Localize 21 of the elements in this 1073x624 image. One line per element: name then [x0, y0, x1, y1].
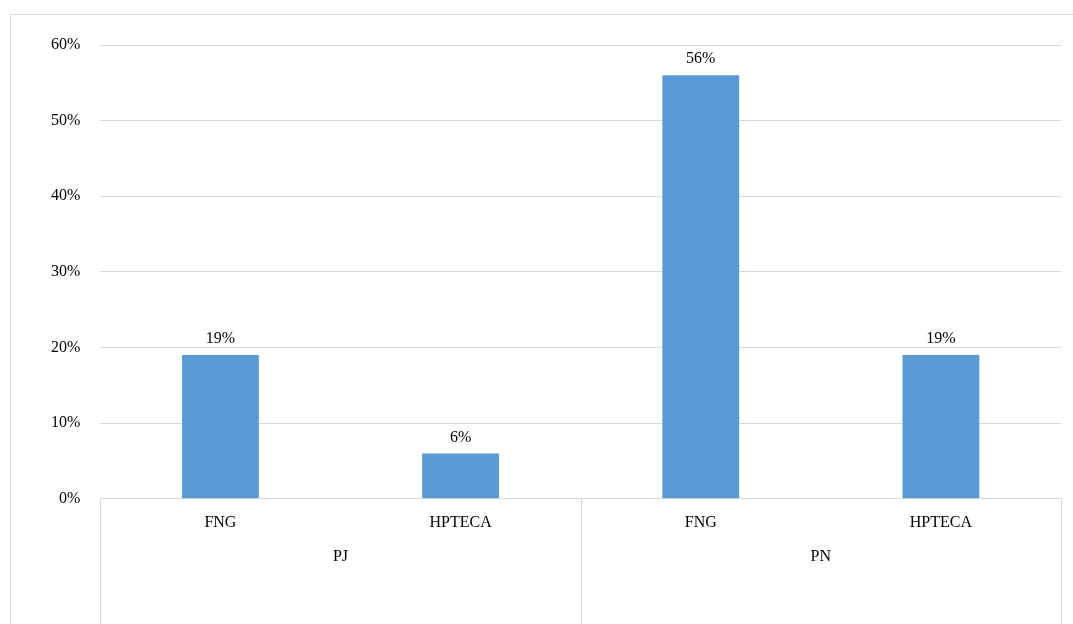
data-label: 19% [926, 329, 956, 347]
x-tick-label: HPTECA [429, 512, 493, 530]
text: PJ [332, 547, 349, 564]
y-tick-label: 30% [51, 262, 81, 280]
x-tick-label: HPTECA [909, 512, 973, 530]
y-tick-label: 10% [51, 413, 81, 431]
bar [902, 355, 980, 499]
bar [422, 453, 500, 499]
x-tick-label: FNG [684, 512, 718, 530]
y-tick-label: 50% [51, 110, 81, 128]
data-label: 19% [205, 329, 236, 347]
bar [662, 75, 740, 499]
x-tick-label: FNG [204, 512, 237, 530]
bar [181, 355, 259, 499]
data-label: 6% [449, 427, 472, 445]
y-tick-label: 0% [59, 489, 81, 506]
y-tick-label: 60% [51, 35, 81, 53]
y-tick-label: 40% [51, 186, 81, 204]
data-label: 56% [686, 49, 716, 67]
text: PN [810, 547, 832, 564]
y-tick-label: 20% [51, 337, 81, 355]
